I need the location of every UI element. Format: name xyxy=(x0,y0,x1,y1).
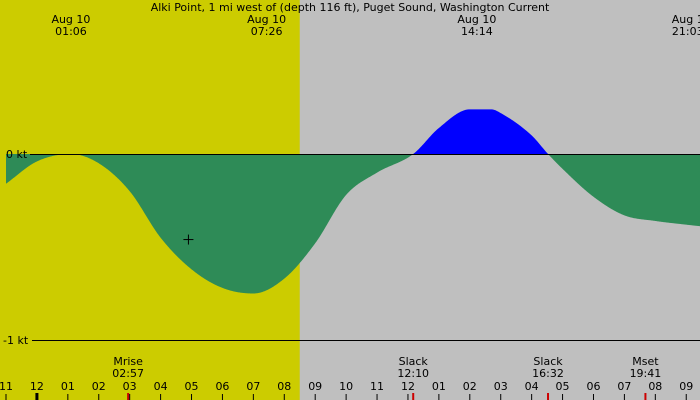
hour-tick-label: 03 xyxy=(123,380,137,393)
hour-tick-label: 08 xyxy=(277,380,291,393)
extreme-time-label: 07:26 xyxy=(251,25,283,38)
hour-tick-label: 01 xyxy=(61,380,75,393)
hour-tick-label: 02 xyxy=(463,380,477,393)
event-name-label: Mset xyxy=(632,355,659,368)
hour-tick-label: 02 xyxy=(92,380,106,393)
event-name-label: Mrise xyxy=(113,355,143,368)
event-time-label: 19:41 xyxy=(630,367,662,380)
extreme-date-label: Aug 10 xyxy=(51,13,90,26)
hour-tick-label: 03 xyxy=(494,380,508,393)
hour-tick-label: 09 xyxy=(679,380,693,393)
extreme-date-label: Aug 1 xyxy=(672,13,700,26)
extreme-time-label: 14:14 xyxy=(461,25,493,38)
hour-tick-label: 04 xyxy=(525,380,539,393)
flood-current-area xyxy=(6,109,700,154)
extreme-time-label: 21:03 xyxy=(672,25,700,38)
hour-tick-label: 05 xyxy=(185,380,199,393)
current-position-marker xyxy=(183,234,194,245)
hour-tick-label: 12 xyxy=(401,380,415,393)
ebb-current-area xyxy=(6,154,700,294)
extreme-date-label: Aug 10 xyxy=(457,13,496,26)
event-time-label: 12:10 xyxy=(397,367,429,380)
event-name-label: Slack xyxy=(533,355,563,368)
y-axis-label-zero: 0 kt xyxy=(6,148,28,161)
hour-tick-label: 04 xyxy=(154,380,168,393)
hour-tick-label: 06 xyxy=(215,380,229,393)
hour-tick-label: 06 xyxy=(586,380,600,393)
extreme-date-label: Aug 10 xyxy=(247,13,286,26)
current-area xyxy=(6,109,700,294)
hour-tick-label: 07 xyxy=(246,380,260,393)
chart-title: Alki Point, 1 mi west of (depth 116 ft),… xyxy=(151,1,550,14)
hour-tick-label: 09 xyxy=(308,380,322,393)
event-time-label: 02:57 xyxy=(112,367,144,380)
hour-axis: 11 12 01 02 03 04 05 06 07 08 09 10 11 12 01 02 03 04 05 06… xyxy=(0,380,693,400)
event-name-label: Slack xyxy=(399,355,429,368)
hour-tick-label: 01 xyxy=(432,380,446,393)
hour-tick-label: 11 xyxy=(370,380,384,393)
extreme-time-label: 01:06 xyxy=(55,25,87,38)
event-time-label: 16:32 xyxy=(532,367,564,380)
hour-tick-label: 10 xyxy=(339,380,353,393)
hour-tick-label: 07 xyxy=(617,380,631,393)
hour-tick-label: 08 xyxy=(648,380,662,393)
hour-tick-label: 12 xyxy=(30,380,44,393)
hour-tick-label: 05 xyxy=(556,380,570,393)
hour-tick-label: 11 xyxy=(0,380,13,393)
y-axis-label-minus-one: -1 kt xyxy=(3,334,29,347)
